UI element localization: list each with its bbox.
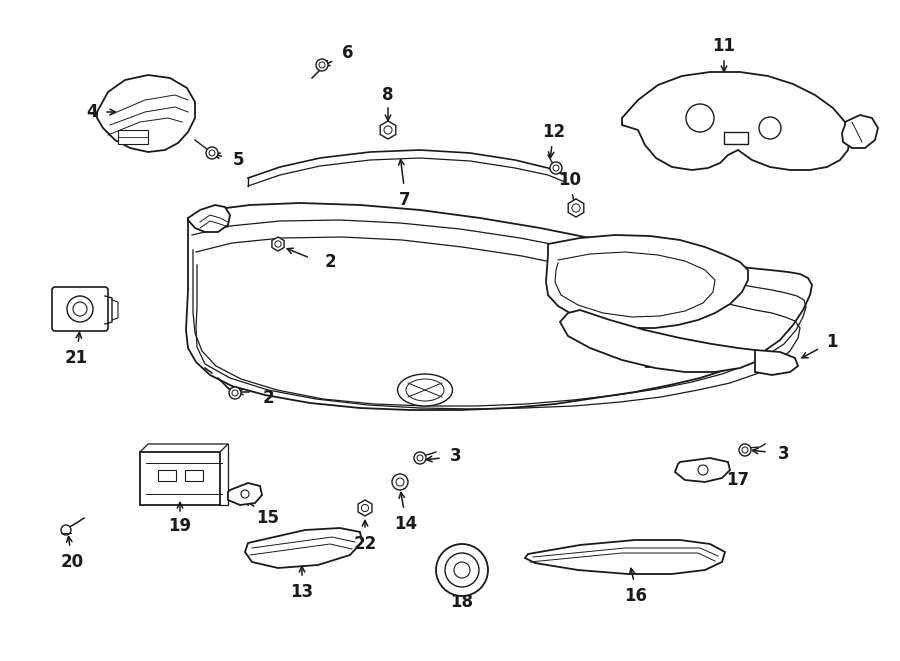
Text: 2: 2	[324, 253, 336, 271]
Circle shape	[319, 62, 325, 68]
Bar	[118, 130, 148, 144]
Polygon shape	[228, 483, 262, 505]
Circle shape	[550, 162, 562, 174]
Circle shape	[417, 455, 423, 461]
Circle shape	[362, 504, 369, 512]
Polygon shape	[380, 121, 396, 139]
Polygon shape	[272, 237, 284, 251]
Text: 12: 12	[543, 123, 565, 141]
Circle shape	[553, 165, 559, 171]
Polygon shape	[842, 115, 878, 148]
Bar	[724, 132, 748, 144]
Bar	[158, 470, 176, 481]
Text: 21: 21	[65, 349, 87, 367]
Polygon shape	[560, 310, 760, 372]
Circle shape	[232, 390, 238, 396]
Text: 17: 17	[726, 471, 750, 489]
Text: 20: 20	[60, 553, 84, 571]
Text: 22: 22	[354, 535, 376, 553]
Circle shape	[67, 296, 93, 322]
Polygon shape	[568, 199, 584, 217]
Circle shape	[436, 544, 488, 596]
Text: 9: 9	[643, 354, 653, 372]
Polygon shape	[358, 500, 372, 516]
Circle shape	[742, 447, 748, 453]
Text: 1: 1	[826, 333, 838, 351]
Circle shape	[686, 104, 714, 132]
Text: 6: 6	[342, 44, 354, 62]
Text: 14: 14	[394, 515, 418, 533]
Polygon shape	[140, 452, 220, 505]
Text: 19: 19	[168, 517, 192, 535]
Circle shape	[445, 553, 479, 587]
Text: 15: 15	[256, 509, 280, 527]
Circle shape	[384, 126, 392, 134]
Bar	[185, 470, 203, 481]
Text: 7: 7	[400, 191, 410, 209]
Text: 11: 11	[713, 37, 735, 55]
Circle shape	[739, 444, 751, 456]
Text: 3: 3	[450, 447, 462, 465]
Circle shape	[61, 525, 71, 535]
Ellipse shape	[398, 374, 453, 406]
Ellipse shape	[406, 379, 444, 401]
Circle shape	[229, 387, 241, 399]
Circle shape	[241, 490, 249, 498]
Text: 18: 18	[451, 593, 473, 611]
FancyBboxPatch shape	[52, 287, 108, 331]
Circle shape	[274, 241, 281, 247]
Polygon shape	[546, 235, 748, 328]
Polygon shape	[622, 72, 850, 170]
Polygon shape	[245, 528, 362, 568]
Circle shape	[396, 478, 404, 486]
Text: 4: 4	[86, 103, 98, 121]
Text: 5: 5	[232, 151, 244, 169]
Circle shape	[572, 204, 580, 212]
Polygon shape	[188, 205, 230, 232]
Polygon shape	[675, 458, 730, 482]
Circle shape	[759, 117, 781, 139]
Text: 10: 10	[559, 171, 581, 189]
Polygon shape	[186, 203, 812, 410]
Polygon shape	[97, 75, 195, 152]
Polygon shape	[525, 540, 725, 574]
Text: 13: 13	[291, 583, 313, 601]
Circle shape	[206, 147, 218, 159]
Text: 2: 2	[262, 389, 274, 407]
Circle shape	[454, 562, 470, 578]
Circle shape	[698, 465, 708, 475]
Text: 16: 16	[625, 587, 647, 605]
Circle shape	[414, 452, 426, 464]
Text: 3: 3	[778, 445, 790, 463]
Polygon shape	[755, 350, 798, 375]
Text: 8: 8	[382, 86, 394, 104]
Circle shape	[209, 150, 215, 156]
Circle shape	[316, 59, 328, 71]
Circle shape	[392, 474, 408, 490]
Circle shape	[73, 302, 87, 316]
